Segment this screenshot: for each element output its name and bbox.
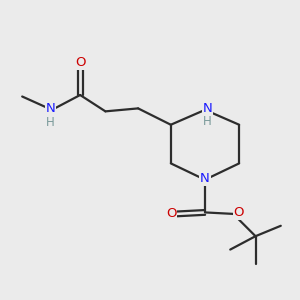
Text: O: O — [75, 56, 86, 69]
Text: O: O — [166, 207, 177, 220]
Text: H: H — [203, 115, 212, 128]
Text: N: N — [202, 102, 212, 115]
Text: N: N — [46, 102, 55, 115]
Text: H: H — [46, 116, 55, 129]
Text: N: N — [200, 172, 210, 185]
Text: O: O — [233, 206, 244, 219]
